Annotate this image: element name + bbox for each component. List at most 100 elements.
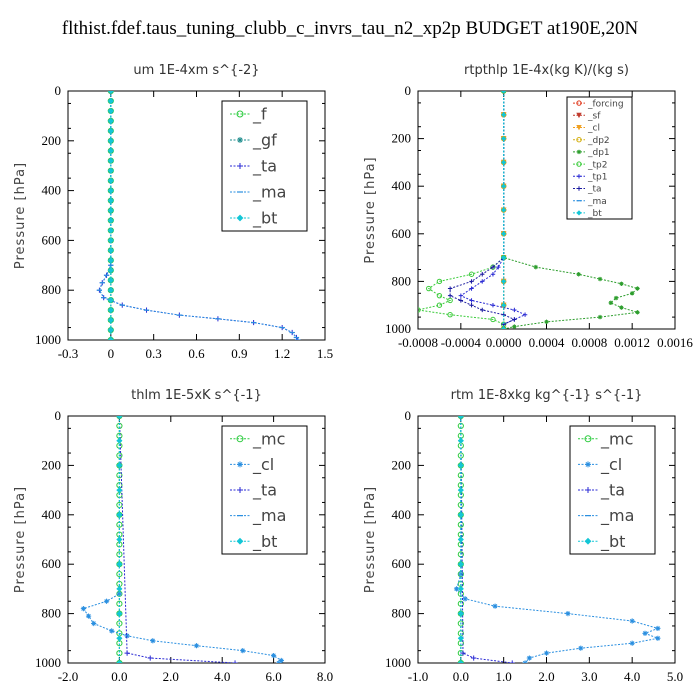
y-tick-label: 600: [42, 232, 62, 247]
data-point_bt: [107, 91, 114, 95]
data-point_tp2: [436, 292, 443, 299]
data-point_cl: [80, 606, 87, 612]
chart-title: rtm 1E-8xkg kg^{-1} s^{-1}: [451, 388, 643, 403]
x-tick-label: 0: [108, 346, 115, 361]
data-point_bt: [501, 159, 507, 166]
legend-label: _cl: [600, 455, 622, 475]
legend-label: _gf: [252, 131, 277, 151]
legend-marker: [237, 163, 243, 169]
legend: _mc _cl _ta _ma _bt: [221, 425, 308, 555]
x-tick-label: 5.0: [667, 669, 683, 684]
chart-panel-4: rtm 1E-8xkg kg^{-1} s^{-1} Pressure [hPa]…: [363, 388, 683, 684]
x-tick-label: 0.3: [146, 346, 162, 361]
data-point_ta: [512, 317, 517, 322]
data-point_ta: [490, 264, 496, 270]
data-point_tp2: [436, 302, 443, 308]
data-point_ta: [480, 307, 485, 313]
data-point_dp1: [635, 286, 640, 291]
y-tick-label: 200: [42, 457, 62, 472]
series-line_dp1: [503, 91, 639, 329]
data-point_tp2: [468, 271, 475, 277]
data-point_bt: [116, 536, 123, 543]
data-point_bt: [501, 302, 507, 308]
x-tick-label: -2.0: [58, 669, 79, 684]
legend-label: _ta: [600, 481, 625, 501]
data-point_bt: [107, 187, 114, 194]
data-point_bt: [116, 585, 123, 592]
data-point_cl: [91, 620, 97, 627]
legend: _forcing _sf _cl _dp2 _dp1 _tp2 _tp1 _ta _ma _bt: [566, 96, 633, 220]
data-point_cl: [193, 643, 200, 649]
data-point_bt: [116, 561, 123, 568]
legend-marker: [576, 161, 582, 167]
legend-label: _bt: [587, 209, 602, 219]
data-point_cl: [124, 633, 130, 639]
data-point_bt: [116, 511, 123, 518]
data-point_tp1: [522, 312, 528, 317]
series-group: [418, 91, 640, 329]
data-point_cl: [565, 611, 571, 617]
x-tick-label: 1.0: [496, 669, 512, 684]
y-tick-label: 1000: [385, 321, 411, 336]
data-point_bt: [107, 197, 114, 204]
data-point_tp1: [458, 293, 464, 298]
data-point_bt: [116, 437, 123, 444]
data-point_dp1: [533, 264, 538, 270]
data-point_bt: [457, 610, 464, 617]
data-point_cl: [276, 660, 282, 663]
data-point_tp2: [490, 316, 496, 323]
series-line_tp2: [418, 91, 505, 329]
data-point_bt: [457, 635, 464, 642]
data-point_bt: [457, 487, 464, 494]
legend-marker: [236, 435, 244, 443]
x-tick-label: 0.0012: [614, 335, 650, 350]
data-point_dp1: [619, 305, 624, 310]
y-axis-label: Pressure [hPa]: [363, 156, 378, 263]
x-tick-label: 6.0: [265, 669, 281, 684]
x-tick-label: -0.3: [58, 346, 79, 361]
legend-label: _ma: [587, 197, 607, 207]
data-point_ta: [147, 655, 153, 661]
legend-marker: [237, 461, 243, 468]
legend-marker: [576, 186, 582, 191]
data-point_bt: [107, 207, 114, 214]
legend-marker: [576, 174, 582, 179]
series-line_ma: [98, 91, 299, 340]
legend-marker: [576, 125, 582, 131]
data-point_ta: [460, 650, 466, 656]
legend: _f _gf _ta _ma _bt: [221, 100, 308, 232]
data-point_bt: [501, 231, 507, 237]
data-point_bt: [501, 278, 507, 285]
data-point_ta: [480, 272, 485, 277]
data-point_ta: [509, 660, 515, 663]
legend-marker: [237, 487, 243, 493]
data-point_bt: [501, 207, 507, 213]
legend-label: _dp2: [587, 136, 610, 146]
legend-label: _dp1: [587, 148, 610, 158]
data-point_tp2: [418, 307, 421, 313]
legend-label: _ta: [252, 481, 277, 501]
data-point_bt: [107, 237, 114, 244]
y-tick-label: 800: [42, 282, 62, 297]
data-point_cl: [453, 586, 460, 592]
legend-marker: [576, 210, 582, 216]
data-point_bt: [457, 511, 464, 518]
data-point_bt: [457, 462, 464, 469]
y-tick-label: 400: [392, 178, 412, 193]
chart-panel-3: thlm 1E-5xK s^{-1} Pressure [hPa] 0 200 400 6…: [13, 388, 333, 684]
plot-frame: [417, 90, 676, 330]
data-point_ta: [471, 655, 477, 661]
legend-marker: [584, 435, 592, 443]
x-tick-label: 0.0004: [529, 335, 565, 350]
y-axis-label: Pressure [hPa]: [13, 486, 28, 593]
data-point_cl: [629, 618, 635, 624]
data-point_dp1: [576, 272, 581, 277]
data-point_bt: [501, 183, 507, 189]
legend-label: _bt: [252, 209, 277, 229]
figure-title: flthist.fdef.taus_tuning_clubb_c_invrs_t…: [61, 18, 639, 39]
y-tick-label: 600: [392, 556, 412, 571]
y-tick-label: 400: [42, 183, 62, 198]
data-point_bt: [457, 585, 464, 592]
series-line_ta: [118, 416, 236, 663]
series-group: [96, 91, 301, 340]
